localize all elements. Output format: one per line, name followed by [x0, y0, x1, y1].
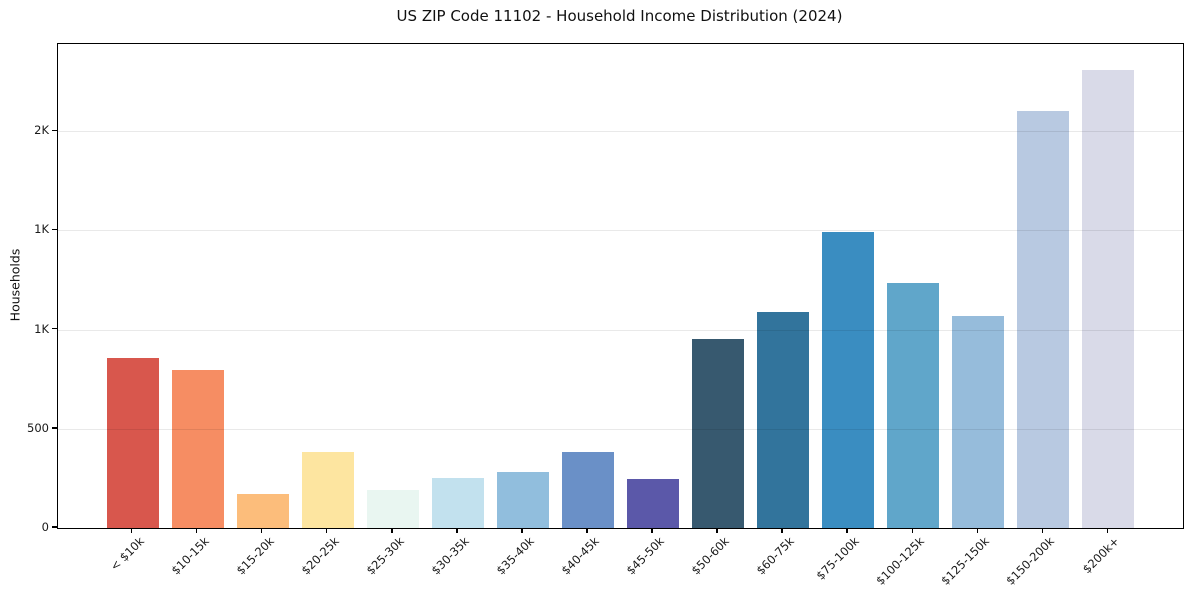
bar	[887, 283, 940, 528]
x-tick-mark	[325, 528, 328, 533]
x-tick-mark	[1106, 528, 1109, 533]
x-tick-label: $25-30k	[363, 534, 407, 578]
gridline	[58, 230, 1183, 232]
chart-title: US ZIP Code 11102 - Household Income Dis…	[396, 7, 843, 25]
y-tick-mark	[52, 228, 57, 231]
y-tick-label: 500	[27, 420, 49, 435]
bar	[496, 472, 549, 528]
x-tick-mark	[456, 528, 458, 533]
y-tick-label: 0	[41, 520, 49, 534]
x-tick-label: $125-150k	[938, 534, 993, 588]
x-tick-mark	[260, 528, 263, 533]
bar	[627, 479, 680, 528]
bar	[236, 494, 289, 528]
x-tick-label: $10-15k	[168, 534, 212, 578]
x-tick-label: $60-75k	[753, 534, 798, 578]
y-tick-mark	[52, 526, 57, 528]
x-tick-mark	[976, 528, 979, 533]
x-tick-mark	[195, 528, 198, 533]
bar	[952, 315, 1005, 528]
y-tick-label: 1K	[34, 321, 49, 336]
x-tick-label: $15-20k	[233, 534, 277, 578]
x-tick-mark	[586, 528, 588, 533]
gridline	[58, 428, 1183, 430]
x-tick-label: $100-125k	[873, 534, 928, 588]
x-tick-mark	[716, 528, 718, 533]
x-tick-mark	[521, 528, 523, 533]
x-tick-label: $20-25k	[298, 534, 342, 578]
bar	[171, 370, 224, 528]
bar	[301, 451, 354, 528]
x-tick-mark	[130, 528, 133, 533]
x-tick-mark	[391, 528, 393, 533]
y-axis-label: Households	[7, 248, 23, 322]
x-tick-mark	[911, 528, 914, 533]
x-tick-label: $45-50k	[623, 534, 667, 578]
bar	[822, 232, 875, 528]
plot-area	[57, 43, 1184, 529]
x-tick-mark	[846, 528, 848, 533]
y-tick-label: 1K	[34, 222, 49, 237]
y-tick-mark	[52, 129, 57, 132]
x-tick-label: $75-100k	[813, 534, 863, 583]
x-tick-mark	[781, 528, 783, 533]
bar	[106, 358, 159, 528]
x-tick-mark	[1041, 528, 1044, 533]
x-tick-label: $200k+	[1080, 534, 1123, 577]
gridline	[58, 131, 1183, 133]
x-tick-label: $50-60k	[688, 534, 732, 578]
bar	[1017, 111, 1070, 528]
x-tick-mark	[651, 528, 653, 533]
y-tick-label: 2K	[34, 123, 49, 138]
x-tick-label: $30-35k	[428, 534, 472, 578]
gridline	[58, 329, 1183, 331]
bar	[757, 311, 810, 528]
bar	[366, 490, 419, 528]
y-tick-mark	[52, 427, 57, 429]
x-tick-label: $35-40k	[493, 534, 537, 578]
x-tick-label: $40-45k	[558, 534, 602, 578]
x-tick-label: $150-200k	[1003, 534, 1058, 588]
bar	[1082, 69, 1135, 528]
x-tick-label: < $10k	[106, 534, 147, 574]
y-tick-mark	[52, 327, 57, 330]
bar	[561, 451, 614, 528]
bar	[431, 478, 484, 528]
bar	[692, 338, 745, 528]
